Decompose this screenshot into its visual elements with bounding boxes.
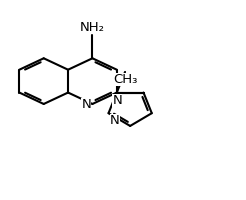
Text: NH₂: NH₂ bbox=[80, 21, 105, 34]
Text: CH₃: CH₃ bbox=[113, 73, 137, 86]
Text: N: N bbox=[112, 94, 122, 107]
Text: N: N bbox=[110, 114, 120, 127]
Text: N: N bbox=[81, 98, 91, 111]
